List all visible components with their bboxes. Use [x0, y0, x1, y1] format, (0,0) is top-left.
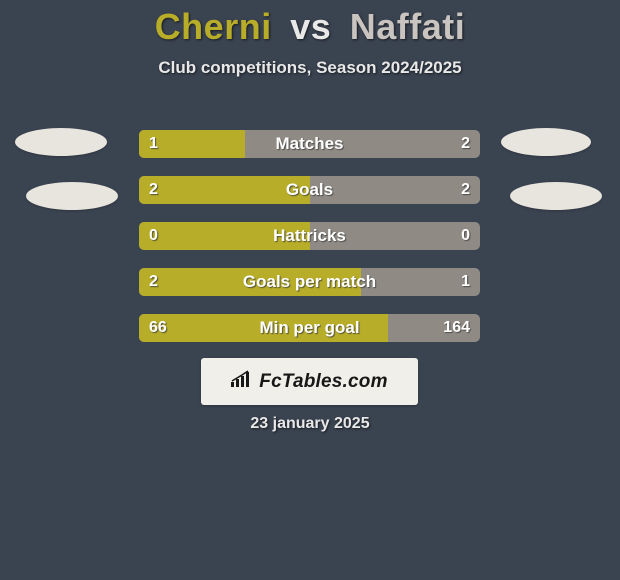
stat-rows: 1 Matches 2 2 Goals 2 0 Hattricks 0 2 Go…	[139, 130, 480, 360]
player2-name: Naffati	[350, 6, 466, 47]
source-badge-text: FcTables.com	[259, 371, 387, 393]
stat-value-right: 2	[461, 130, 470, 158]
stat-value-right: 164	[443, 314, 470, 342]
stat-label: Goals per match	[139, 268, 480, 296]
right-oval-2	[510, 182, 602, 210]
vs-label: vs	[290, 6, 331, 47]
stat-row: 66 Min per goal 164	[139, 314, 480, 342]
right-oval-1	[501, 128, 591, 156]
stat-row: 1 Matches 2	[139, 130, 480, 158]
source-badge: FcTables.com	[201, 358, 418, 405]
stat-value-right: 1	[461, 268, 470, 296]
stat-row: 0 Hattricks 0	[139, 222, 480, 250]
stat-label: Matches	[139, 130, 480, 158]
stat-label: Min per goal	[139, 314, 480, 342]
stat-label: Hattricks	[139, 222, 480, 250]
left-oval-1	[15, 128, 107, 156]
stat-value-right: 0	[461, 222, 470, 250]
date-label: 23 january 2025	[0, 415, 620, 433]
left-oval-2	[26, 182, 118, 210]
stat-label: Goals	[139, 176, 480, 204]
stat-row: 2 Goals 2	[139, 176, 480, 204]
stat-value-right: 2	[461, 176, 470, 204]
page-title: Cherni vs Naffati	[0, 6, 620, 48]
player1-name: Cherni	[155, 6, 272, 47]
stat-row: 2 Goals per match 1	[139, 268, 480, 296]
subtitle: Club competitions, Season 2024/2025	[0, 58, 620, 78]
bars-icon	[231, 370, 253, 394]
